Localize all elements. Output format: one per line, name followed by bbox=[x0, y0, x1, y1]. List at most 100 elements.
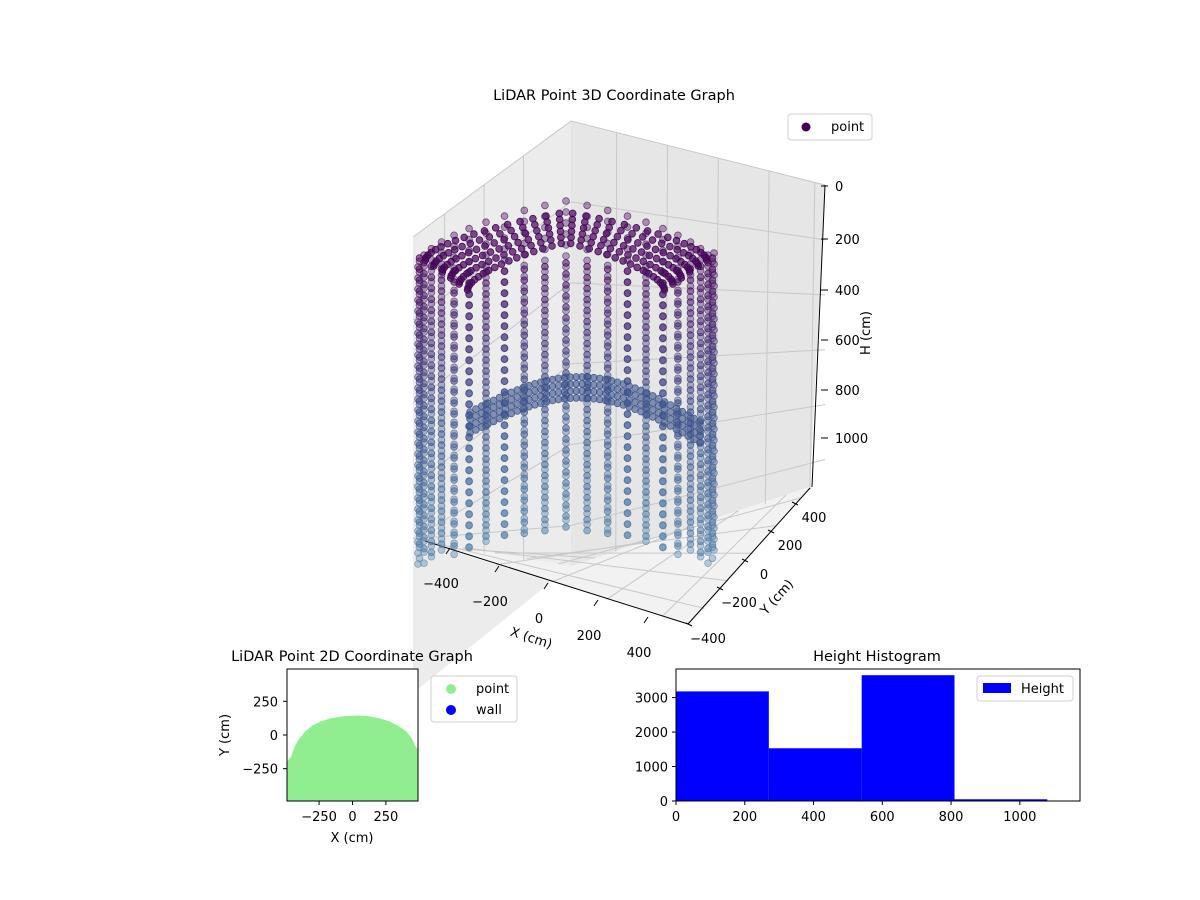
x-tick-3d: 0 bbox=[535, 582, 549, 627]
lidar-point bbox=[437, 474, 446, 482]
lidar-point bbox=[696, 332, 705, 341]
lidar-point bbox=[642, 510, 650, 518]
lidar-point bbox=[478, 260, 486, 269]
lidar-point bbox=[686, 496, 695, 504]
lidar-point bbox=[414, 274, 422, 282]
lidar-point bbox=[427, 255, 436, 264]
lidar-point bbox=[708, 279, 717, 288]
lidar-point bbox=[686, 342, 695, 350]
legend-2d-label-wall: wall bbox=[476, 703, 502, 718]
lidar-point bbox=[696, 376, 705, 385]
lidar-point bbox=[674, 454, 682, 462]
lidar-point bbox=[420, 504, 428, 513]
lidar-point bbox=[602, 229, 611, 238]
lidar-point bbox=[520, 228, 529, 237]
x-tick-2d: −250 bbox=[301, 801, 337, 825]
lidar-point bbox=[482, 488, 490, 496]
lidar-point bbox=[450, 374, 458, 383]
lidar-point bbox=[686, 513, 695, 521]
lidar-point bbox=[704, 394, 712, 403]
lidar-point bbox=[674, 484, 682, 493]
lidar-point bbox=[642, 526, 650, 534]
lidar-point bbox=[492, 254, 500, 262]
lidar-point bbox=[659, 433, 667, 442]
x-tick-histogram: 0 bbox=[672, 801, 680, 825]
lidar-point bbox=[414, 395, 422, 403]
lidar-point bbox=[583, 526, 591, 535]
lidar-point bbox=[666, 242, 674, 251]
lidar-point bbox=[427, 244, 436, 253]
lidar-point bbox=[520, 360, 529, 369]
lidar-point bbox=[674, 385, 682, 394]
lidar-point bbox=[520, 459, 529, 468]
lidar-point bbox=[427, 398, 436, 407]
lidar-point bbox=[465, 466, 473, 475]
lidar-point bbox=[696, 343, 705, 352]
lidar-point bbox=[541, 443, 549, 452]
lidar-point bbox=[437, 491, 446, 499]
lidar-point bbox=[686, 249, 695, 257]
lidar-point bbox=[583, 278, 591, 287]
lidar-point bbox=[674, 509, 682, 517]
y-tick-label-3d: −400 bbox=[690, 632, 726, 647]
lidar-point bbox=[437, 452, 446, 460]
lidar-point bbox=[437, 414, 446, 422]
lidar-point bbox=[659, 488, 667, 497]
lidar-point bbox=[674, 462, 682, 471]
lidar-point bbox=[450, 418, 458, 427]
lidar-point bbox=[465, 345, 473, 354]
lidar-point bbox=[541, 278, 549, 287]
lidar-point bbox=[465, 455, 473, 464]
lidar-point bbox=[686, 287, 695, 295]
x-tick-label-3d: 400 bbox=[627, 646, 652, 661]
lidar-point bbox=[659, 224, 667, 233]
lidar-point bbox=[541, 509, 549, 518]
z-axis-line bbox=[811, 184, 826, 488]
lidar-point bbox=[659, 455, 667, 464]
lidar-point bbox=[674, 531, 682, 539]
lidar-point bbox=[465, 499, 473, 508]
lidar-point bbox=[686, 348, 695, 356]
lidar-point bbox=[482, 444, 490, 452]
histogram-bar bbox=[861, 675, 955, 801]
z-tick-label-3d: 1000 bbox=[835, 432, 868, 447]
lidar-point bbox=[500, 454, 509, 462]
lidar-point bbox=[414, 494, 422, 502]
lidar-point bbox=[603, 415, 612, 424]
lidar-point bbox=[541, 410, 549, 419]
lidar-point bbox=[642, 339, 650, 348]
lidar-point bbox=[444, 249, 453, 257]
lidar-point bbox=[659, 499, 667, 508]
lidar-point bbox=[427, 299, 436, 308]
lidar-point bbox=[583, 256, 591, 265]
lidar-point bbox=[541, 476, 549, 485]
lidar-point bbox=[437, 502, 446, 510]
lidar-point bbox=[642, 312, 650, 320]
lidar-point bbox=[562, 318, 570, 326]
lidar-point bbox=[520, 250, 529, 259]
lidar-point bbox=[482, 345, 490, 353]
lidar-point bbox=[704, 438, 712, 447]
lidar-point bbox=[690, 435, 698, 444]
lidar-point bbox=[696, 541, 705, 550]
lidar-point bbox=[427, 354, 436, 363]
lidar-point bbox=[500, 443, 509, 451]
lidar-point bbox=[674, 352, 682, 361]
lidar-point bbox=[603, 349, 612, 358]
lidar-point bbox=[541, 300, 549, 309]
lidar-point bbox=[437, 249, 446, 257]
lidar-point bbox=[708, 411, 717, 420]
lidar-point bbox=[562, 307, 570, 315]
lidar-point bbox=[642, 477, 650, 485]
lidar-point bbox=[427, 552, 436, 561]
lidar-point bbox=[704, 504, 712, 513]
x-axis-label-2d: X (cm) bbox=[331, 831, 374, 846]
lidar-point bbox=[437, 529, 446, 537]
lidar-point bbox=[465, 510, 473, 519]
lidar-point bbox=[465, 224, 473, 233]
lidar-point bbox=[482, 367, 490, 375]
lidar-point bbox=[696, 244, 705, 253]
lidar-point bbox=[696, 266, 705, 275]
lidar-point bbox=[420, 405, 428, 414]
lidar-point bbox=[704, 482, 712, 491]
